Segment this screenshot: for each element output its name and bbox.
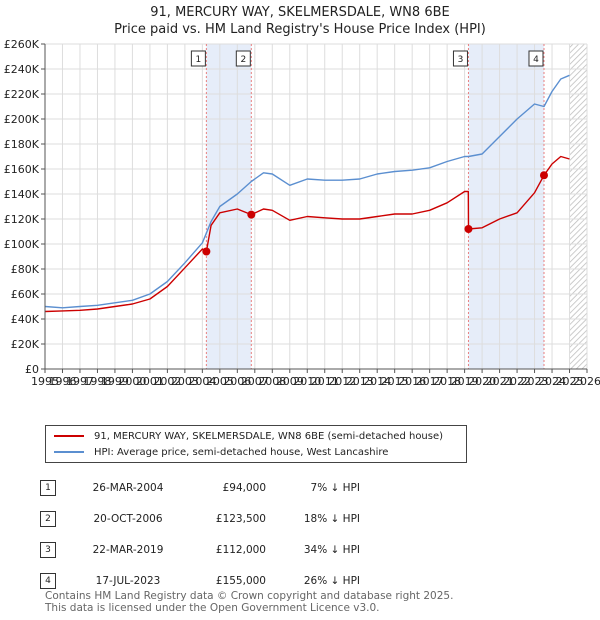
x-tick-label: 2001 — [136, 375, 164, 388]
legend-hpi-label: HPI: Average price, semi-detached house,… — [94, 446, 389, 458]
legend-hpi-swatch — [54, 451, 84, 453]
sale-point — [464, 225, 473, 233]
x-tick-label: 2006 — [223, 375, 251, 388]
x-tick-label: 2018 — [433, 375, 461, 388]
price-chart: £0 £20K £40K £60K £80K £100K £120K £140K £160K £1… — [4, 38, 600, 388]
y-tick-label: £240K — [4, 63, 40, 76]
sale-date: 17-JUL-2023 — [95, 574, 161, 587]
sale-hpi-diff: 34% ↓ HPI — [303, 543, 360, 556]
sale-hpi-diff: 18% ↓ HPI — [303, 512, 360, 525]
x-tick-label: 2005 — [206, 375, 234, 388]
x-tick-label: 2015 — [381, 375, 409, 388]
x-tick-label: 2014 — [363, 375, 391, 388]
x-tick-label: 2017 — [416, 375, 444, 388]
legend-item-hpi: HPI: Average price, semi-detached house,… — [54, 444, 388, 460]
y-tick-label: £20K — [11, 338, 40, 351]
y-tick-label: £80K — [11, 263, 40, 276]
sale-point — [247, 210, 256, 219]
y-tick-label: £0 — [25, 363, 39, 376]
footer-attribution: Contains HM Land Registry data © Crown c… — [45, 590, 453, 614]
x-tick-label: 2016 — [398, 375, 426, 388]
sale-date: 20-OCT-2006 — [93, 512, 163, 525]
x-tick-label: 2026 — [573, 375, 600, 388]
x-tick-label: 2022 — [503, 375, 531, 388]
y-tick-label: £180K — [4, 138, 40, 151]
table-row: 1 26-MAR-2004 £94,000 7% ↓ HPI — [40, 472, 360, 503]
legend-item-property: 91, MERCURY WAY, SKELMERSDALE, WN8 6BE (… — [54, 428, 443, 444]
forecast-hatch — [569, 44, 587, 369]
x-tick-label: 2004 — [188, 375, 216, 388]
sale-hpi-diff: 26% ↓ HPI — [303, 574, 360, 587]
x-tick-label: 2024 — [538, 375, 566, 388]
table-row: 4 17-JUL-2023 £155,000 26% ↓ HPI — [40, 565, 360, 596]
sale-label-box — [190, 50, 206, 67]
sale-price: £155,000 — [215, 574, 266, 587]
x-tick-label: 2019 — [451, 375, 479, 388]
x-tick-label: 2003 — [171, 375, 199, 388]
chart-legend: 91, MERCURY WAY, SKELMERSDALE, WN8 6BE (… — [45, 425, 467, 463]
x-tick-label: 2012 — [328, 375, 356, 388]
table-row: 3 22-MAR-2019 £112,000 34% ↓ HPI — [40, 534, 360, 565]
sale-label-box — [528, 50, 544, 67]
footer-line-1: Contains HM Land Registry data © Crown c… — [45, 590, 454, 602]
y-tick-label: £260K — [4, 38, 40, 51]
y-tick-label: £120K — [4, 213, 40, 226]
y-tick-label: £40K — [11, 313, 40, 326]
sales-table: 1 26-MAR-2004 £94,000 7% ↓ HPI 2 20-OCT-… — [40, 472, 360, 596]
x-tick-label: 2021 — [486, 375, 514, 388]
y-tick-label: £100K — [4, 238, 40, 251]
sale-price: £123,500 — [215, 512, 266, 525]
sale-number-badge: 1 — [40, 479, 56, 496]
x-tick-label: 1995 — [31, 375, 59, 388]
sale-label: 3 — [458, 55, 464, 65]
x-tick-label: 2025 — [556, 375, 584, 388]
sale-price: £94,000 — [222, 481, 266, 494]
x-tick-label: 1999 — [101, 375, 129, 388]
x-tick-label: 2020 — [468, 375, 496, 388]
y-tick-label: £160K — [4, 163, 40, 176]
x-tick-label: 2011 — [311, 375, 339, 388]
x-tick-label: 1996 — [48, 375, 76, 388]
chart-title: 91, MERCURY WAY, SKELMERSDALE, WN8 6BE P… — [0, 4, 600, 38]
sale-date: 22-MAR-2019 — [92, 543, 164, 556]
sale-point — [202, 247, 211, 256]
sale-hpi-diff: 7% ↓ HPI — [310, 481, 360, 494]
y-tick-label: £200K — [4, 113, 40, 126]
x-tick-label: 2007 — [241, 375, 269, 388]
y-tick-label: £60K — [11, 288, 40, 301]
sale-point — [539, 171, 548, 180]
footer-line-2: This data is licensed under the Open Gov… — [45, 602, 380, 614]
sale-number-badge: 3 — [40, 541, 56, 558]
x-tick-label: 2008 — [258, 375, 286, 388]
x-tick-label: 2023 — [521, 375, 549, 388]
title-line-1: 91, MERCURY WAY, SKELMERSDALE, WN8 6BE — [150, 5, 450, 20]
sale-label-box — [235, 50, 251, 67]
sale-number-badge: 2 — [40, 510, 56, 527]
y-tick-label: £220K — [4, 88, 40, 101]
x-tick-label: 1997 — [66, 375, 94, 388]
sale-label-box — [452, 50, 468, 67]
sale-label: 1 — [196, 55, 202, 65]
sale-label: 2 — [240, 55, 246, 65]
sale-period-shade — [206, 44, 252, 369]
x-tick-label: 2009 — [276, 375, 304, 388]
sale-price: £112,000 — [215, 543, 266, 556]
x-tick-label: 2013 — [346, 375, 374, 388]
title-line-2: Price paid vs. HM Land Registry's House … — [114, 22, 486, 37]
sale-date: 26-MAR-2004 — [92, 481, 164, 494]
property-series-line — [44, 155, 570, 313]
sale-label: 4 — [533, 55, 539, 65]
hpi-series-line — [44, 74, 570, 309]
sale-number-badge: 4 — [40, 572, 56, 589]
x-tick-label: 2002 — [153, 375, 181, 388]
y-tick-label: £140K — [4, 188, 40, 201]
x-tick-label: 2010 — [293, 375, 321, 388]
x-tick-label: 2000 — [118, 375, 146, 388]
legend-property-label: 91, MERCURY WAY, SKELMERSDALE, WN8 6BE (… — [94, 430, 444, 442]
sale-period-shade — [468, 44, 544, 369]
table-row: 2 20-OCT-2006 £123,500 18% ↓ HPI — [40, 503, 360, 534]
legend-property-swatch — [54, 435, 84, 437]
x-tick-label: 1998 — [83, 375, 111, 388]
